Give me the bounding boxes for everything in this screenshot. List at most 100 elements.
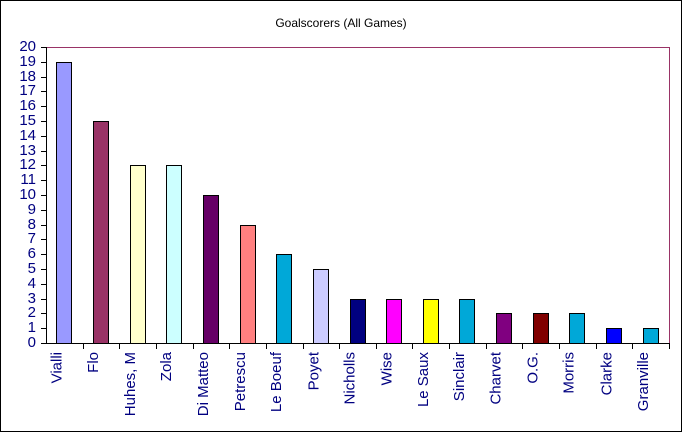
bar-flo: [93, 121, 109, 344]
y-tick: [41, 328, 46, 329]
bar-le-saux: [423, 299, 439, 344]
y-tick: [41, 47, 46, 48]
y-tick: [41, 136, 46, 137]
y-tick-label: 15: [19, 112, 36, 129]
bar-clarke: [606, 328, 622, 344]
y-tick: [41, 343, 46, 344]
category-label: Flo: [85, 352, 102, 373]
category-label: Di Matteo: [195, 352, 212, 417]
category-label: Zola: [158, 352, 175, 382]
bar-vialli: [56, 62, 72, 344]
bar-petrescu: [240, 225, 256, 344]
y-tick: [41, 77, 46, 78]
category-label: Morris: [561, 352, 578, 394]
bar-sinclair: [459, 299, 475, 344]
y-tick-label: 14: [19, 127, 36, 144]
bar-morris: [569, 313, 585, 344]
x-tick-label: O.G.: [523, 352, 543, 432]
y-tick-label: 5: [27, 260, 36, 277]
y-tick: [41, 210, 46, 211]
y-tick-label: 1: [27, 319, 36, 336]
category-label: Petrescu: [232, 352, 249, 412]
category-label: Huhes, M: [122, 352, 139, 417]
y-tick-label: 6: [27, 245, 36, 262]
x-tick-label: Sinclair: [449, 352, 469, 432]
y-tick: [41, 239, 46, 240]
x-tick: [339, 343, 340, 349]
x-tick-label: Vialli: [46, 352, 66, 432]
category-label: Wise: [378, 352, 395, 386]
bar-le-boeuf: [276, 254, 292, 344]
plot-area: [46, 47, 670, 344]
x-tick: [376, 343, 377, 349]
x-tick-label: Morris: [559, 352, 579, 432]
x-tick-label: Le Saux: [413, 352, 433, 432]
x-tick: [596, 343, 597, 349]
category-label: Le Saux: [415, 352, 432, 408]
y-tick-label: 11: [20, 171, 36, 188]
y-tick: [41, 180, 46, 181]
x-tick-label: Charvet: [486, 352, 506, 432]
y-tick: [41, 121, 46, 122]
y-tick-label: 7: [27, 230, 36, 247]
y-tick: [41, 165, 46, 166]
y-tick: [41, 91, 46, 92]
category-label: Clarke: [598, 352, 615, 396]
bar-nicholls: [350, 299, 366, 344]
x-tick-label: Zola: [156, 352, 176, 432]
x-tick: [669, 343, 670, 349]
y-tick-label: 2: [27, 304, 36, 321]
x-tick-label: Flo: [83, 352, 103, 432]
bar-di-matteo: [203, 195, 219, 344]
x-tick-label: Huhes, M: [120, 352, 140, 432]
y-tick: [41, 151, 46, 152]
x-tick-label: Poyet: [303, 352, 323, 432]
y-tick: [41, 254, 46, 255]
y-axis: [46, 47, 47, 344]
bar-zola: [166, 165, 182, 344]
y-tick-label: 10: [19, 186, 36, 203]
bar-granville: [643, 328, 659, 344]
y-tick-label: 8: [27, 216, 36, 233]
y-tick: [41, 225, 46, 226]
x-tick-label: Wise: [376, 352, 396, 432]
x-tick: [559, 343, 560, 349]
chart-title: Goalscorers (All Games): [275, 16, 407, 30]
x-tick: [449, 343, 450, 349]
y-tick: [41, 195, 46, 196]
x-tick-label: Granville: [633, 352, 653, 432]
x-tick: [83, 343, 84, 349]
x-tick: [486, 343, 487, 349]
x-tick: [229, 343, 230, 349]
category-label: Granville: [635, 352, 652, 412]
bar-charvet: [496, 313, 512, 344]
x-tick-label: Nicholls: [340, 352, 360, 432]
x-tick-label: Petrescu: [230, 352, 250, 432]
category-label: Vialli: [48, 352, 65, 384]
category-label: O.G.: [525, 352, 542, 384]
category-label: Le Boeuf: [268, 352, 285, 413]
y-tick-label: 9: [27, 201, 36, 218]
y-tick-label: 17: [19, 82, 36, 99]
x-tick: [632, 343, 633, 349]
category-label: Poyet: [305, 352, 322, 391]
y-tick-label: 16: [19, 97, 36, 114]
y-tick-label: 3: [27, 290, 36, 307]
y-tick-label: 0: [27, 334, 36, 351]
y-tick-label: 19: [19, 53, 36, 70]
y-tick: [41, 299, 46, 300]
y-tick-label: 13: [19, 142, 36, 159]
x-tick-label: Di Matteo: [193, 352, 213, 432]
x-tick: [303, 343, 304, 349]
y-tick: [41, 269, 46, 270]
y-tick-label: 20: [19, 38, 36, 55]
category-label: Nicholls: [342, 352, 359, 405]
x-tick: [119, 343, 120, 349]
category-label: Charvet: [488, 352, 505, 405]
x-tick-label: Le Boeuf: [266, 352, 286, 432]
x-tick: [193, 343, 194, 349]
y-tick: [41, 284, 46, 285]
bar-huhes-m: [130, 165, 146, 344]
x-tick: [412, 343, 413, 349]
x-tick: [156, 343, 157, 349]
